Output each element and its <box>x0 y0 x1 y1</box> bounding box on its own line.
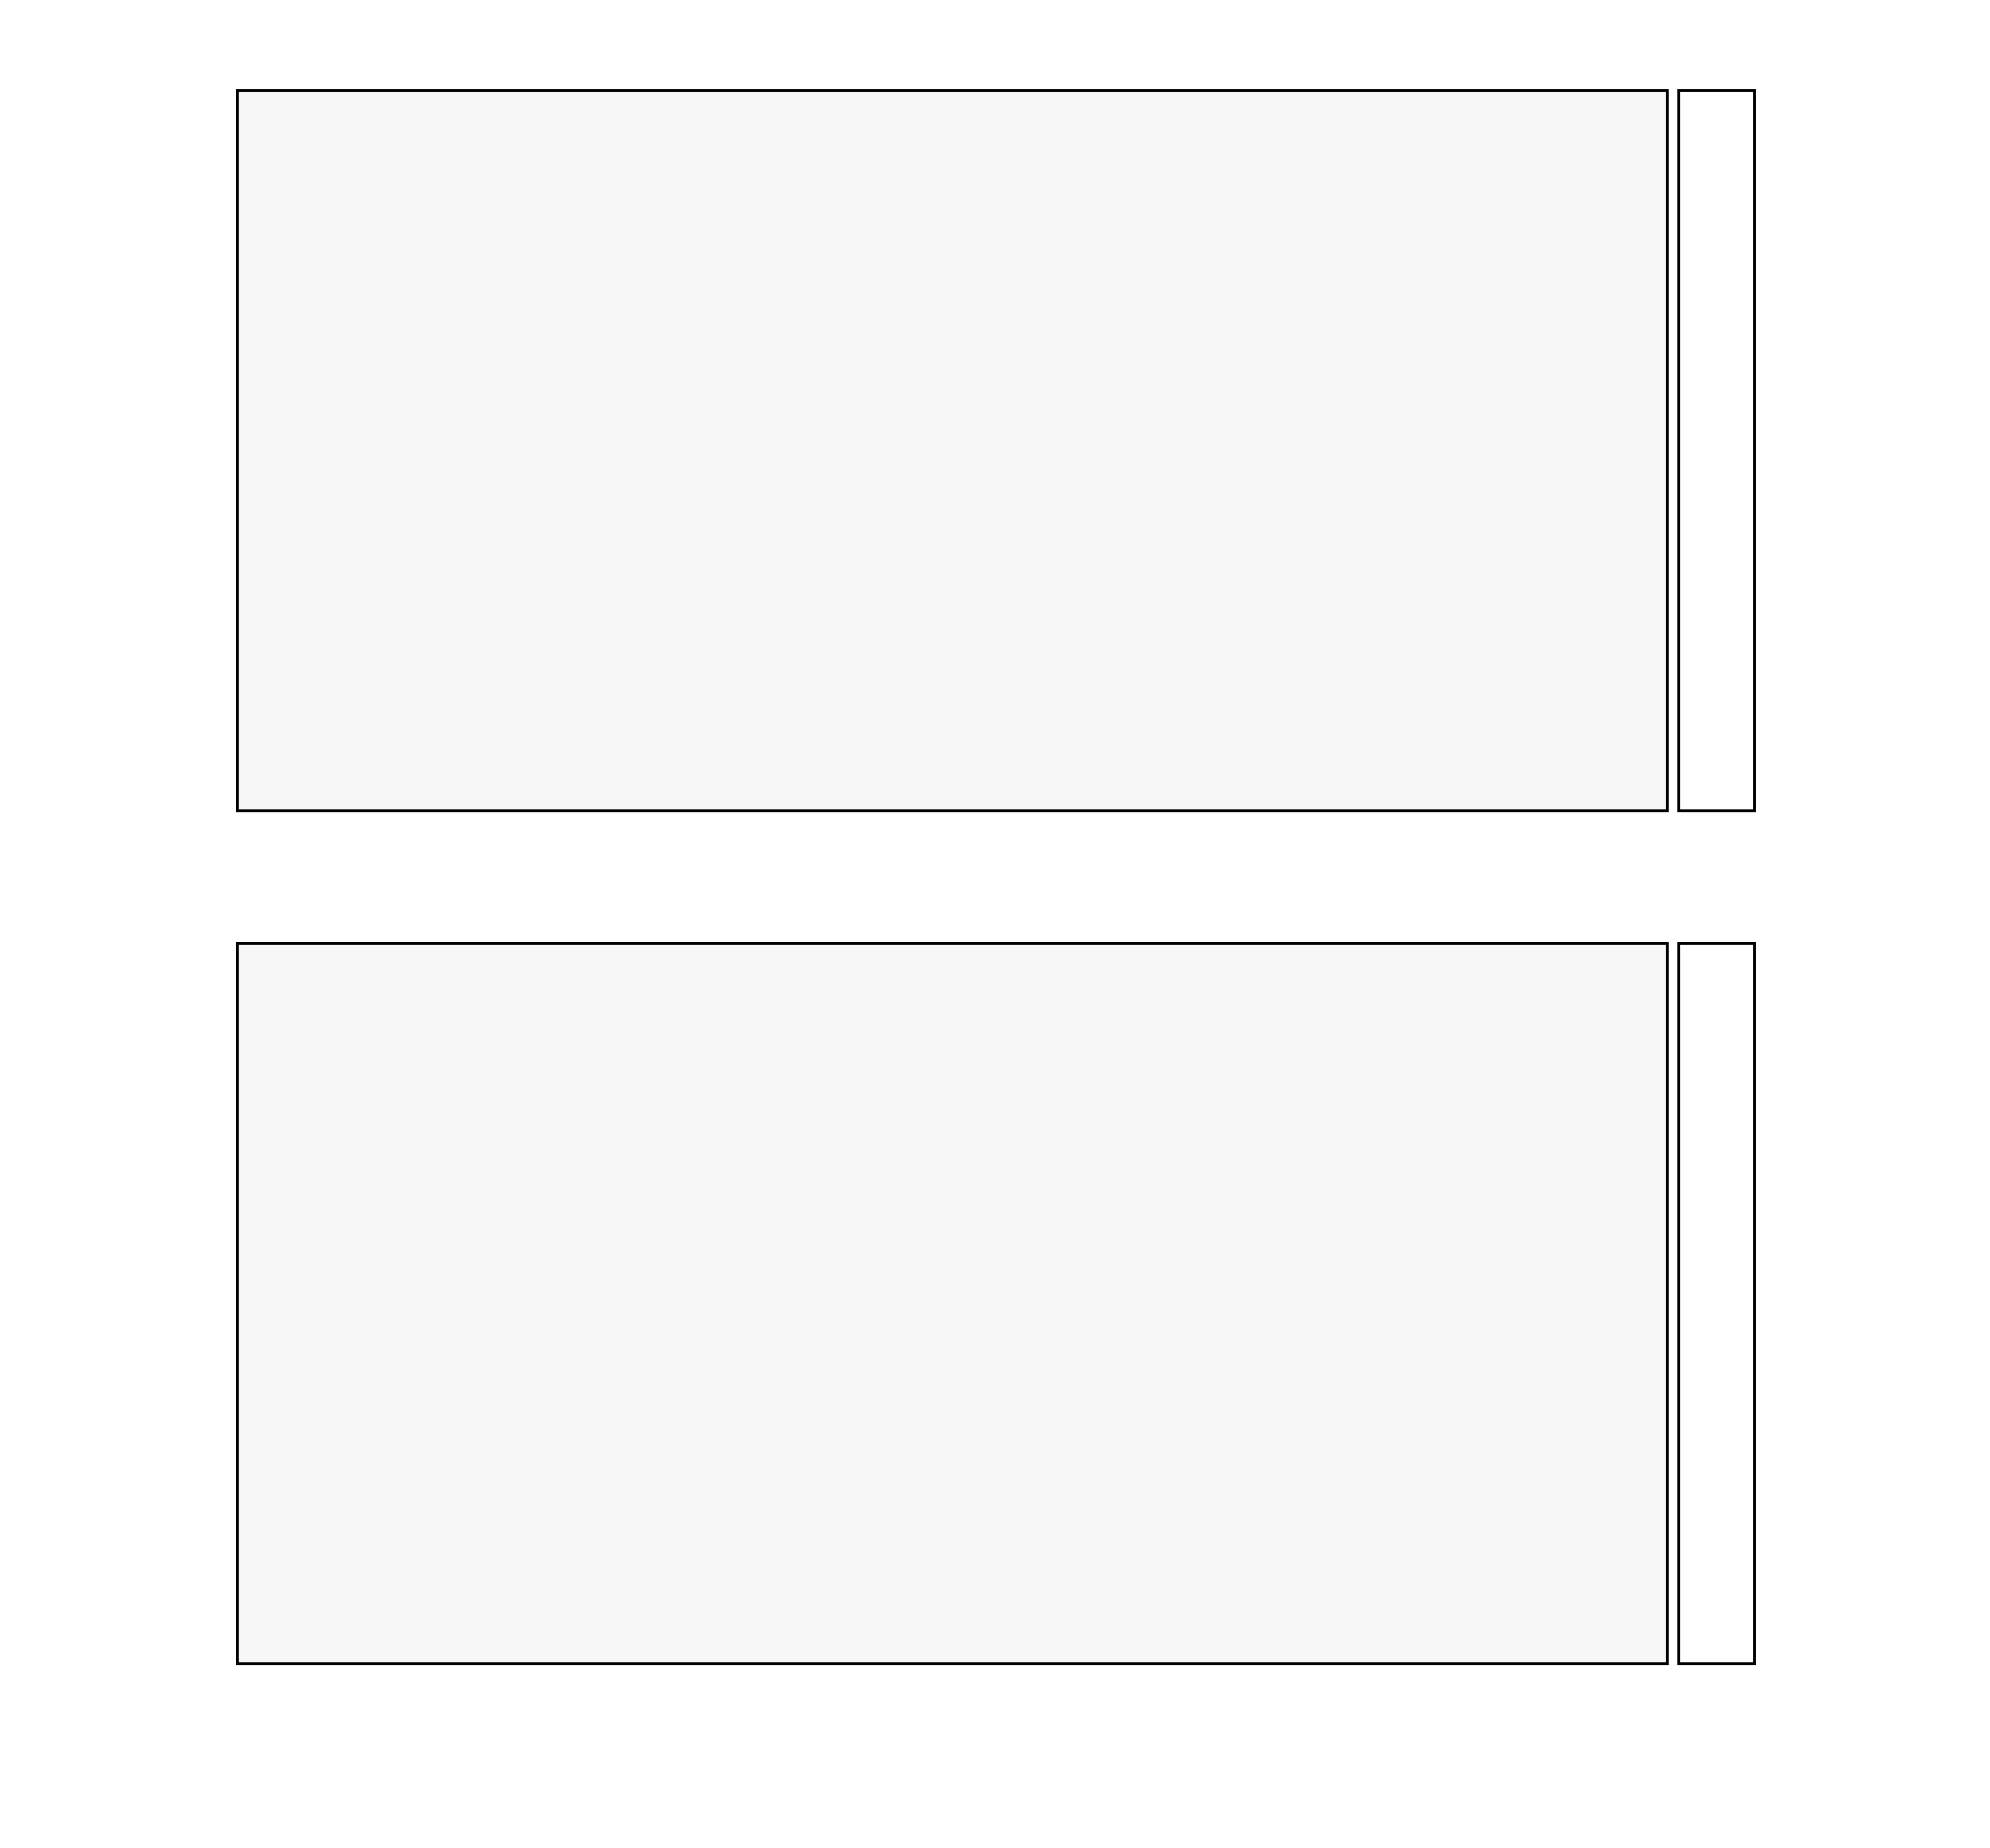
ex-field-plot <box>236 89 1669 812</box>
ey-field-plot <box>236 942 1669 1665</box>
ex-overlay <box>239 92 1666 809</box>
ey-heatmap <box>239 945 1666 1662</box>
ex-colorbar <box>1677 89 1756 812</box>
ex-heatmap <box>239 92 1666 809</box>
ey-overlay <box>239 945 1666 1662</box>
ey-colorbar <box>1677 942 1756 1665</box>
